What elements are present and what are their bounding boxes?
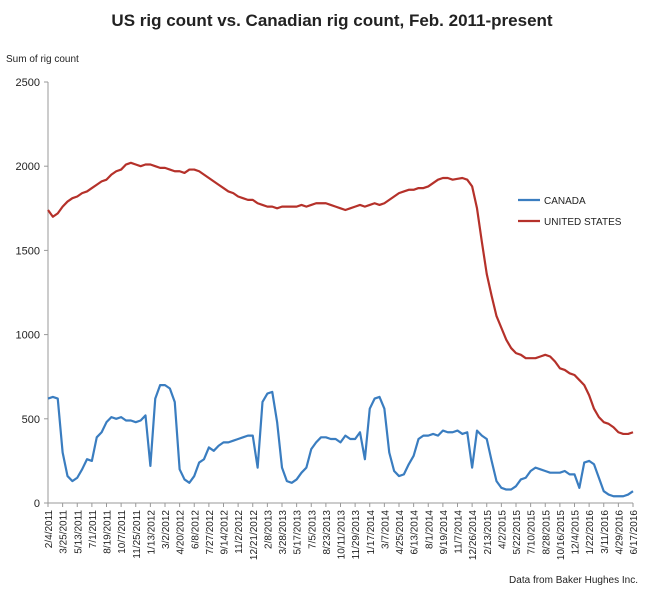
x-tick-label: 1/13/2012: [146, 510, 157, 555]
x-tick-label: 7/1/2011: [88, 510, 99, 549]
x-tick-label: 5/17/2013: [293, 510, 304, 555]
y-tick-label: 500: [22, 414, 40, 426]
x-tick-label: 3/11/2016: [600, 510, 611, 554]
x-tick-label: 11/7/2014: [454, 510, 465, 554]
x-tick-label: 9/14/2012: [220, 510, 231, 555]
x-tick-label: 8/19/2011: [103, 510, 114, 554]
x-tick-label: 4/20/2012: [176, 510, 187, 555]
x-tick-label: 6/17/2016: [629, 510, 640, 555]
x-tick-label: 2/4/2011: [44, 510, 55, 549]
x-tick-label: 10/11/2013: [337, 510, 348, 560]
x-tick-label: 7/10/2015: [527, 510, 538, 555]
x-tick-label: 3/7/2014: [380, 510, 391, 549]
y-tick-label: 1000: [16, 330, 40, 342]
x-tick-label: 7/5/2013: [307, 510, 318, 549]
x-tick-label: 11/29/2013: [351, 510, 362, 560]
x-tick-label: 2/8/2013: [263, 510, 274, 549]
y-axis-label: Sum of rig count: [6, 54, 79, 65]
x-tick-label: 1/17/2014: [366, 510, 377, 555]
x-tick-label: 1/22/2016: [585, 510, 596, 555]
x-tick-label: 5/13/2011: [73, 510, 84, 554]
x-tick-label: 3/28/2013: [278, 510, 289, 555]
x-tick-label: 8/1/2014: [424, 510, 435, 549]
source-note: Data from Baker Hughes Inc.: [509, 575, 638, 586]
x-tick-label: 12/26/2014: [468, 510, 479, 560]
x-tick-label: 5/22/2015: [512, 510, 523, 555]
x-tick-label: 4/2/2015: [497, 510, 508, 549]
x-tick-label: 7/27/2012: [205, 510, 216, 555]
x-tick-label: 4/29/2016: [614, 510, 625, 555]
y-tick-label: 0: [34, 498, 40, 510]
series-line: [47, 161, 634, 436]
x-tick-label: 3/2/2012: [161, 510, 172, 549]
legend-label: UNITED STATES: [544, 217, 622, 228]
x-tick-label: 11/25/2011: [132, 510, 143, 559]
x-tick-label: 12/4/2015: [571, 510, 582, 555]
legend-label: CANADA: [544, 196, 586, 207]
x-tick-label: 11/2/2012: [234, 510, 245, 554]
series-line: [47, 384, 634, 498]
x-tick-label: 8/23/2013: [322, 510, 333, 555]
x-tick-label: 6/13/2014: [410, 510, 421, 555]
y-tick-label: 2500: [16, 77, 40, 89]
x-tick-label: 2/13/2015: [483, 510, 494, 555]
x-tick-label: 8/28/2015: [541, 510, 552, 555]
x-tick-label: 6/8/2012: [190, 510, 201, 549]
x-tick-label: 12/21/2012: [249, 510, 260, 560]
y-tick-label: 1500: [16, 245, 40, 257]
chart-title: US rig count vs. Canadian rig count, Feb…: [111, 11, 552, 30]
y-tick-label: 2000: [16, 161, 40, 173]
x-tick-label: 10/16/2015: [556, 510, 567, 560]
x-tick-label: 4/25/2014: [395, 510, 406, 555]
x-tick-label: 10/7/2011: [117, 510, 128, 554]
x-tick-label: 3/25/2011: [59, 510, 70, 554]
x-tick-label: 9/19/2014: [439, 510, 450, 555]
